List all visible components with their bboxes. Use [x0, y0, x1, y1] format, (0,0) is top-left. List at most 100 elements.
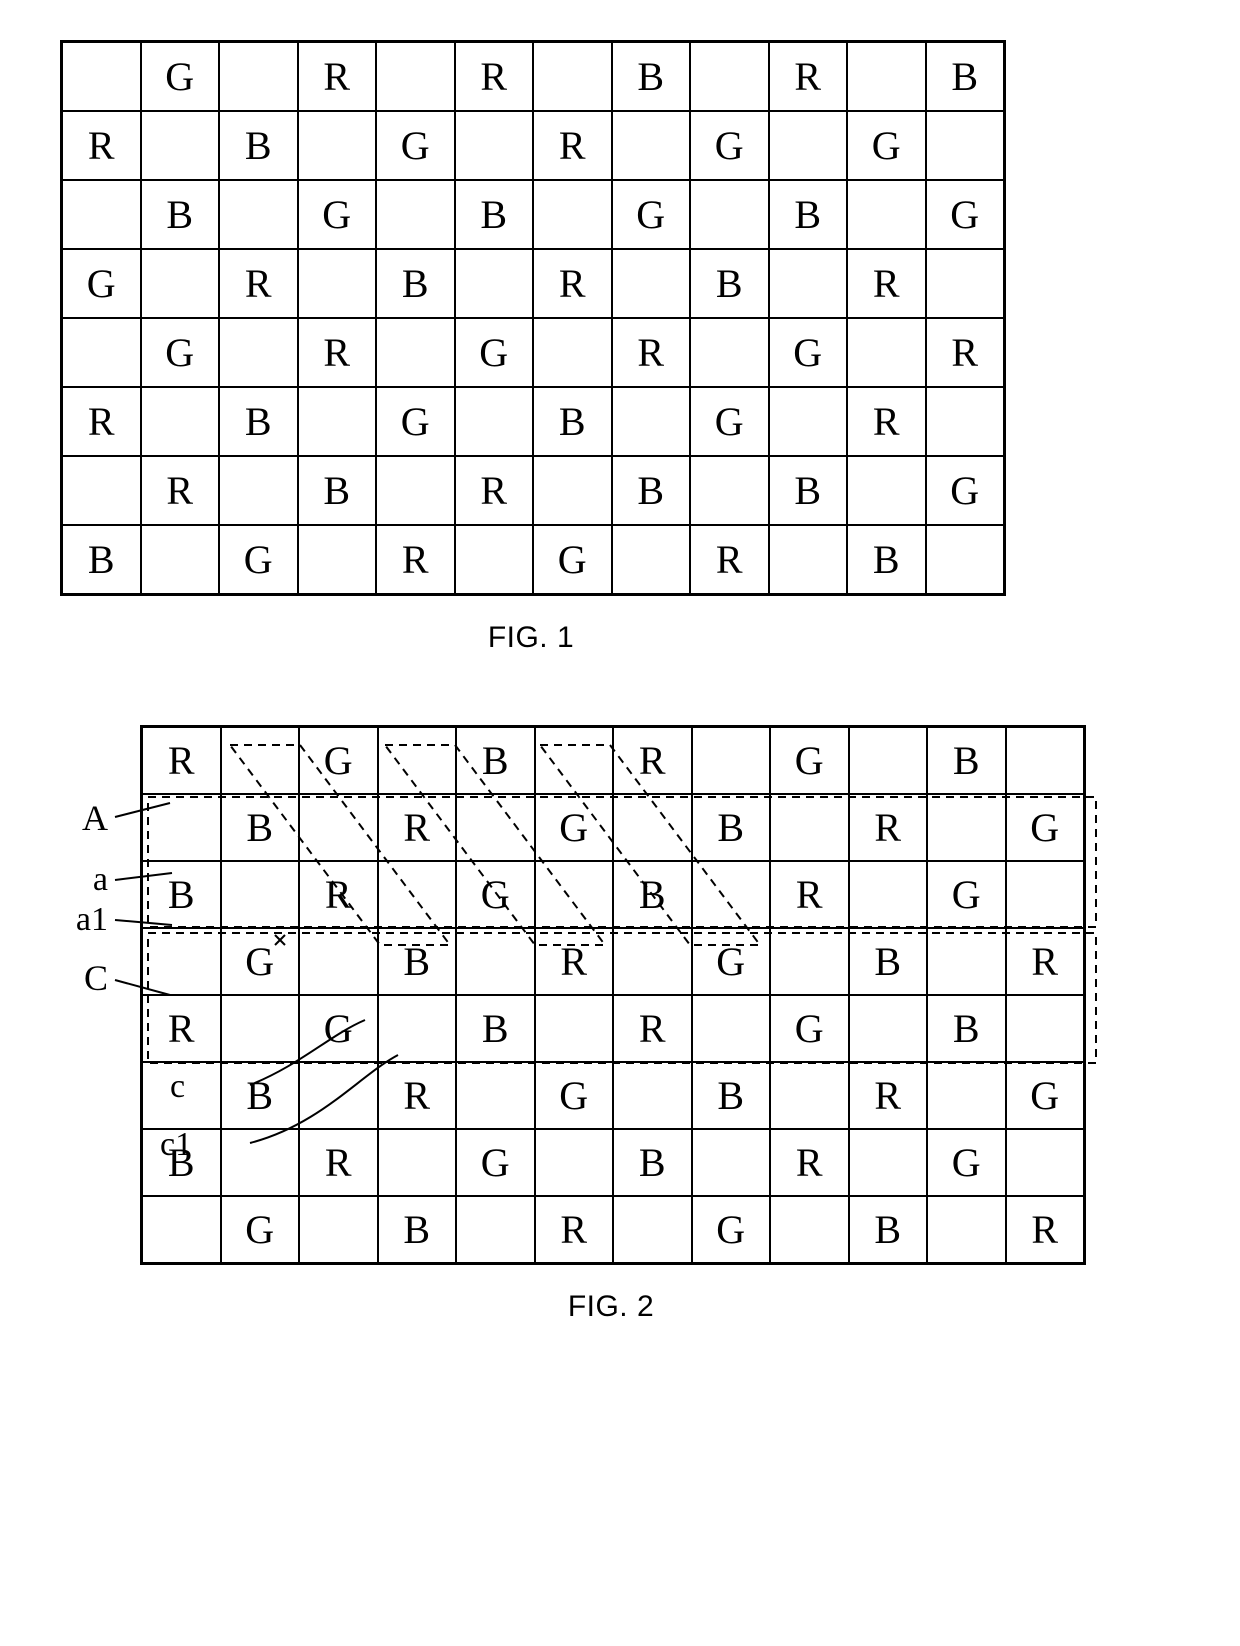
- grid-cell: B: [376, 249, 455, 318]
- grid-cell: B: [456, 995, 535, 1062]
- grid-cell: G: [299, 995, 378, 1062]
- grid-cell: R: [535, 928, 614, 995]
- grid-cell: B: [769, 456, 848, 525]
- grid-cell: [1006, 727, 1085, 794]
- grid-cell: [535, 861, 614, 928]
- grid-cell: [456, 794, 535, 861]
- grid-cell: R: [219, 249, 298, 318]
- grid-cell: B: [221, 794, 300, 861]
- grid-cell: [769, 525, 848, 594]
- grid-cell: [378, 1129, 457, 1196]
- grid-cell: [376, 180, 455, 249]
- grid-cell: [299, 928, 378, 995]
- grid-cell: [769, 387, 848, 456]
- grid-cell: [299, 794, 378, 861]
- grid-cell: [455, 111, 534, 180]
- grid-cell: R: [613, 727, 692, 794]
- grid-cell: G: [770, 727, 849, 794]
- grid-cell: G: [692, 928, 771, 995]
- grid-cell: G: [692, 1196, 771, 1263]
- grid-cell: [533, 180, 612, 249]
- grid-cell: B: [142, 861, 221, 928]
- grid-cell: R: [533, 249, 612, 318]
- grid-cell: [692, 995, 771, 1062]
- grid-cell: [456, 1062, 535, 1129]
- grid-cell: G: [376, 387, 455, 456]
- grid-cell: B: [141, 180, 220, 249]
- svg-text:a1: a1: [76, 901, 108, 938]
- grid-cell: R: [847, 387, 926, 456]
- grid-cell: G: [141, 318, 220, 387]
- grid-cell: B: [378, 1196, 457, 1263]
- grid-cell: [849, 995, 928, 1062]
- figure-2: RGBRGBBRGBRGBRGBRGGBRGBRRGBRGBBRGBRGBRGB…: [60, 725, 1180, 1324]
- grid-cell: [847, 456, 926, 525]
- grid-cell: [690, 42, 769, 111]
- grid-cell: B: [455, 180, 534, 249]
- grid-cell: [142, 928, 221, 995]
- grid-cell: G: [847, 111, 926, 180]
- grid-cell: G: [535, 794, 614, 861]
- grid-cell: [62, 180, 141, 249]
- grid-cell: [142, 794, 221, 861]
- grid-cell: R: [770, 861, 849, 928]
- grid-cell: B: [849, 928, 928, 995]
- svg-text:C: C: [84, 958, 108, 998]
- grid-cell: [219, 318, 298, 387]
- grid-cell: B: [926, 42, 1005, 111]
- grid-cell: [378, 995, 457, 1062]
- grid-cell: [1006, 995, 1085, 1062]
- grid-cell: R: [299, 861, 378, 928]
- grid-cell: [926, 387, 1005, 456]
- grid-cell: G: [927, 861, 1006, 928]
- grid-cell: [456, 928, 535, 995]
- fig2-caption: FIG. 2: [140, 1290, 1082, 1324]
- grid-cell: [142, 1062, 221, 1129]
- grid-cell: [769, 111, 848, 180]
- grid-cell: G: [926, 180, 1005, 249]
- grid-cell: [927, 794, 1006, 861]
- grid-cell: [1006, 861, 1085, 928]
- grid-cell: [455, 249, 534, 318]
- grid-cell: [221, 727, 300, 794]
- grid-cell: R: [770, 1129, 849, 1196]
- grid-cell: R: [298, 42, 377, 111]
- grid-cell: [690, 318, 769, 387]
- grid-cell: [927, 1196, 1006, 1263]
- grid-cell: [533, 42, 612, 111]
- grid-cell: [692, 727, 771, 794]
- grid-cell: [926, 111, 1005, 180]
- grid-cell: B: [456, 727, 535, 794]
- grid-cell: R: [535, 1196, 614, 1263]
- grid-cell: [690, 456, 769, 525]
- grid-cell: B: [221, 1062, 300, 1129]
- grid-cell: [613, 794, 692, 861]
- grid-cell: G: [221, 928, 300, 995]
- grid-cell: [927, 1062, 1006, 1129]
- grid-cell: [770, 1062, 849, 1129]
- grid-cell: G: [690, 111, 769, 180]
- grid-cell: R: [378, 1062, 457, 1129]
- grid-cell: R: [142, 995, 221, 1062]
- grid-cell: [298, 387, 377, 456]
- grid-cell: G: [769, 318, 848, 387]
- grid-cell: [847, 318, 926, 387]
- grid-cell: R: [378, 794, 457, 861]
- grid-cell: B: [692, 1062, 771, 1129]
- grid-cell: G: [456, 1129, 535, 1196]
- grid-cell: [533, 456, 612, 525]
- grid-cell: G: [535, 1062, 614, 1129]
- grid-cell: R: [62, 111, 141, 180]
- grid-cell: B: [847, 525, 926, 594]
- grid-cell: R: [849, 794, 928, 861]
- grid-cell: R: [298, 318, 377, 387]
- grid-cell: [613, 1062, 692, 1129]
- grid-cell: [378, 727, 457, 794]
- grid-cell: B: [849, 1196, 928, 1263]
- grid-cell: G: [927, 1129, 1006, 1196]
- grid-cell: [847, 42, 926, 111]
- grid-cell: [376, 42, 455, 111]
- grid-cell: [298, 111, 377, 180]
- grid-cell: [141, 387, 220, 456]
- grid-cell: G: [299, 727, 378, 794]
